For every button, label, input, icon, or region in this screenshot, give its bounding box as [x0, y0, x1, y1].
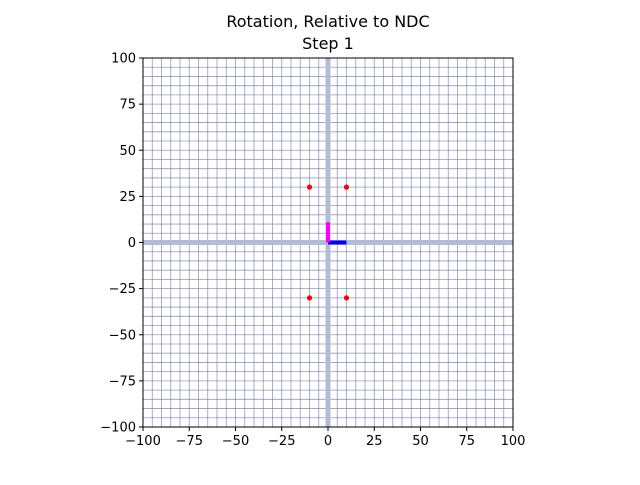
y-tick-label: 100 [111, 52, 136, 67]
y-tick-label: 25 [119, 190, 136, 205]
data-point [343, 295, 350, 301]
x-tick-label: 100 [501, 434, 526, 449]
data-point [306, 184, 313, 190]
data-point [343, 184, 350, 190]
x-tick-label: 25 [366, 434, 383, 449]
x-tick-label: −25 [268, 434, 295, 449]
x-tick-label: 50 [412, 434, 429, 449]
data-points [306, 184, 350, 301]
y-tick-label: −50 [109, 328, 136, 343]
data-point [306, 295, 313, 301]
x-tick-label: 0 [324, 434, 332, 449]
y-tick-label: −75 [109, 374, 136, 389]
x-tick-label: 75 [458, 434, 475, 449]
y-tick-label: 0 [128, 236, 136, 251]
x-tick-label: −50 [222, 434, 249, 449]
x-ticks: −100 −75 −50 −25 0 25 50 75 100 [125, 427, 525, 449]
basis-vectors [326, 222, 347, 245]
chart-subtitle: Step 1 [302, 34, 354, 53]
chart-title: Rotation, Relative to NDC [226, 12, 430, 31]
x-tick-label: −75 [176, 434, 203, 449]
x-tick-label: −100 [125, 434, 161, 449]
y-tick-label: −25 [109, 282, 136, 297]
y-tick-label: 50 [119, 144, 136, 159]
y-ticks: −100 −75 −50 −25 0 25 50 75 100 [100, 52, 143, 436]
y-tick-label: −100 [100, 421, 136, 436]
y-tick-label: 75 [119, 98, 136, 113]
